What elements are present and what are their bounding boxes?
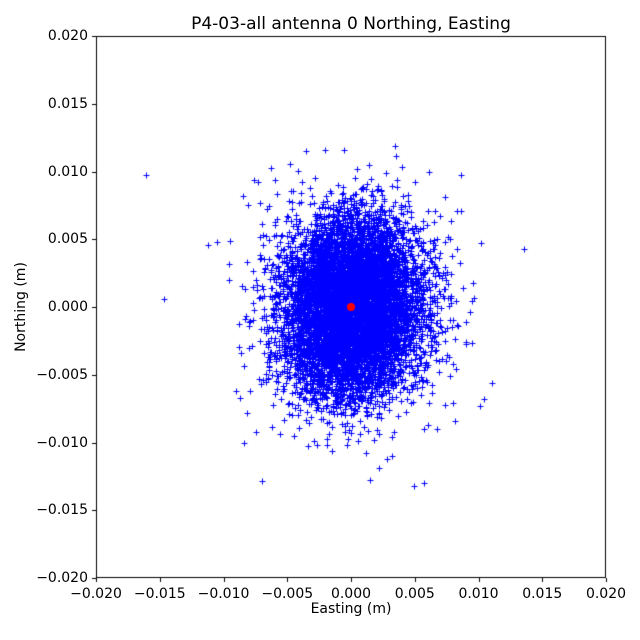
y-tick-label: 0.020 [47, 28, 88, 44]
x-tick-label: 0.005 [394, 586, 435, 602]
y-tick-label: 0.005 [47, 231, 88, 248]
x-tick-label: −0.020 [70, 586, 122, 602]
y-tick-label: −0.010 [36, 434, 88, 451]
x-tick-label: −0.005 [261, 586, 314, 602]
x-tick-label: 0.015 [522, 586, 563, 602]
x-tick-label: 0.000 [330, 586, 372, 602]
x-tick-label: −0.015 [133, 586, 186, 602]
y-tick-label: 0.015 [47, 95, 88, 112]
y-tick-label: 0.010 [47, 163, 88, 180]
y-tick-label: 0.000 [47, 299, 88, 315]
y-tick-label: −0.015 [36, 502, 88, 519]
chart-title: P4-03-all antenna 0 Northing, Easting [191, 14, 511, 34]
x-tick-label: 0.020 [585, 586, 627, 602]
x-tick-label: −0.010 [197, 586, 250, 602]
x-tick-label: 0.010 [458, 586, 499, 602]
y-axis-label: Northing (m) [13, 262, 29, 352]
y-tick-label: −0.020 [36, 570, 88, 586]
x-axis-label: Easting (m) [310, 601, 392, 617]
y-tick-label: −0.005 [36, 366, 88, 383]
